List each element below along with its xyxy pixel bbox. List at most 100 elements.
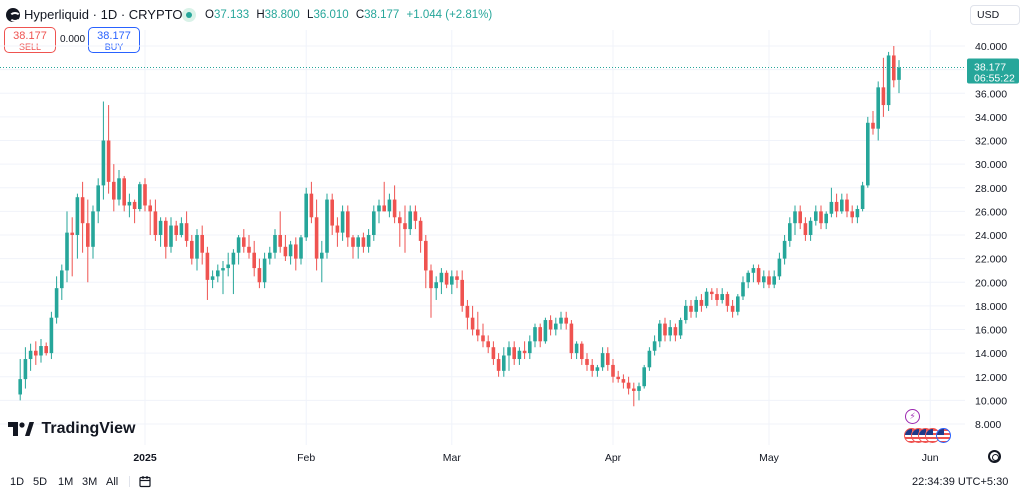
candle-body [112, 181, 116, 200]
candle [600, 347, 605, 371]
symbol-title[interactable]: Hyperliquid · 1D · CRYPTO [24, 7, 183, 22]
candle-body [377, 205, 381, 212]
candle [814, 205, 818, 226]
candle-body [834, 201, 839, 212]
candle-body [892, 55, 896, 81]
range-5d-button[interactable]: 5D [33, 476, 48, 488]
candle [772, 270, 776, 289]
y-tick-label: 24.000 [975, 230, 1007, 242]
candle [325, 193, 329, 259]
candle [23, 347, 28, 389]
candle [834, 193, 839, 218]
sell-price: 38.177 [13, 30, 47, 42]
timezone-clock[interactable]: 22:34:39 UTC+5:30 [912, 476, 1009, 488]
candle-body [465, 305, 470, 318]
candle-body [819, 211, 823, 224]
candle [642, 364, 646, 389]
tradingview-logo-icon [8, 422, 34, 436]
candle-body [642, 367, 646, 387]
candle [361, 232, 366, 253]
currency-button[interactable]: USD [970, 5, 1020, 25]
candle [304, 187, 308, 241]
high-label: H [256, 9, 265, 21]
settings-gear-icon[interactable] [988, 450, 1001, 463]
x-tick-label: Jun [922, 452, 939, 464]
candle-body [808, 220, 813, 235]
range-all-button[interactable]: All [106, 476, 119, 488]
candle [216, 264, 220, 283]
candle [127, 193, 132, 218]
candle [153, 199, 158, 241]
candle [580, 341, 584, 365]
candle-body [101, 140, 106, 186]
lightning-event-icon[interactable]: ⚡ [905, 409, 920, 424]
candle [569, 320, 574, 360]
price-axis: 8.000 10.000 12.000 14.000 16.000 18.000 20.00… [975, 41, 1007, 431]
candle-body [637, 386, 641, 391]
candle [725, 291, 730, 312]
candle [736, 294, 740, 316]
candle-body [533, 327, 537, 342]
y-tick-label: 22.000 [975, 254, 1007, 266]
candle [819, 205, 823, 230]
candle [522, 341, 527, 360]
candle-body [18, 379, 22, 395]
candle [101, 101, 106, 200]
candle-body [424, 240, 428, 271]
candle [470, 305, 475, 336]
x-tick-label: May [759, 452, 780, 464]
candle-body [746, 272, 750, 283]
candle-body [169, 225, 173, 247]
candle-body [153, 211, 158, 235]
tradingview-logo[interactable]: TradingView [8, 420, 135, 440]
candle-body [502, 355, 506, 371]
candle-body [122, 178, 126, 206]
y-tick-label: 30.000 [975, 159, 1007, 171]
candle-body [179, 223, 184, 235]
candle [496, 353, 501, 377]
candle-body [413, 211, 418, 221]
candlestick-chart[interactable]: 8.000 10.000 12.000 14.000 16.000 18.000 20.00… [0, 0, 1024, 469]
range-1d-button[interactable]: 1D [10, 476, 25, 488]
candle-body [528, 341, 532, 354]
candle [257, 258, 262, 289]
time-axis: 2025 Feb Mar Apr May Jun [133, 452, 939, 464]
us-flag-event-icon[interactable] [936, 428, 951, 443]
candle [616, 370, 620, 383]
candle [75, 193, 80, 259]
candle-body [767, 276, 771, 285]
candle [866, 116, 870, 188]
candle [668, 320, 672, 342]
candle [533, 323, 537, 348]
candle-body [299, 237, 303, 259]
candle [96, 178, 100, 224]
candle-body [507, 347, 511, 356]
candle-body [886, 55, 891, 106]
candle [720, 288, 724, 304]
candle [340, 205, 345, 241]
date-range-icon[interactable] [139, 475, 152, 488]
candle [346, 205, 350, 247]
candle-body [320, 252, 324, 259]
candle [798, 205, 802, 230]
candle [751, 264, 756, 283]
range-1m-button[interactable]: 1M [58, 476, 74, 488]
candle [174, 220, 178, 241]
candle-body [294, 244, 298, 259]
candle [777, 252, 782, 280]
candle [49, 311, 54, 360]
y-tick-label: 26.000 [975, 206, 1007, 218]
buy-button[interactable]: 38.177 BUY [88, 27, 140, 53]
candle-body [398, 217, 402, 224]
sell-button[interactable]: 38.177 SELL [4, 27, 56, 53]
y-tick-label: 14.000 [975, 348, 1007, 360]
candle-body [626, 382, 631, 389]
candle-body [574, 343, 579, 354]
candle [294, 237, 298, 271]
range-3m-button[interactable]: 3M [82, 476, 98, 488]
candle [335, 217, 340, 247]
x-tick-label: Feb [297, 452, 315, 464]
candle [450, 270, 454, 295]
candle [65, 211, 69, 283]
candle [559, 311, 563, 330]
